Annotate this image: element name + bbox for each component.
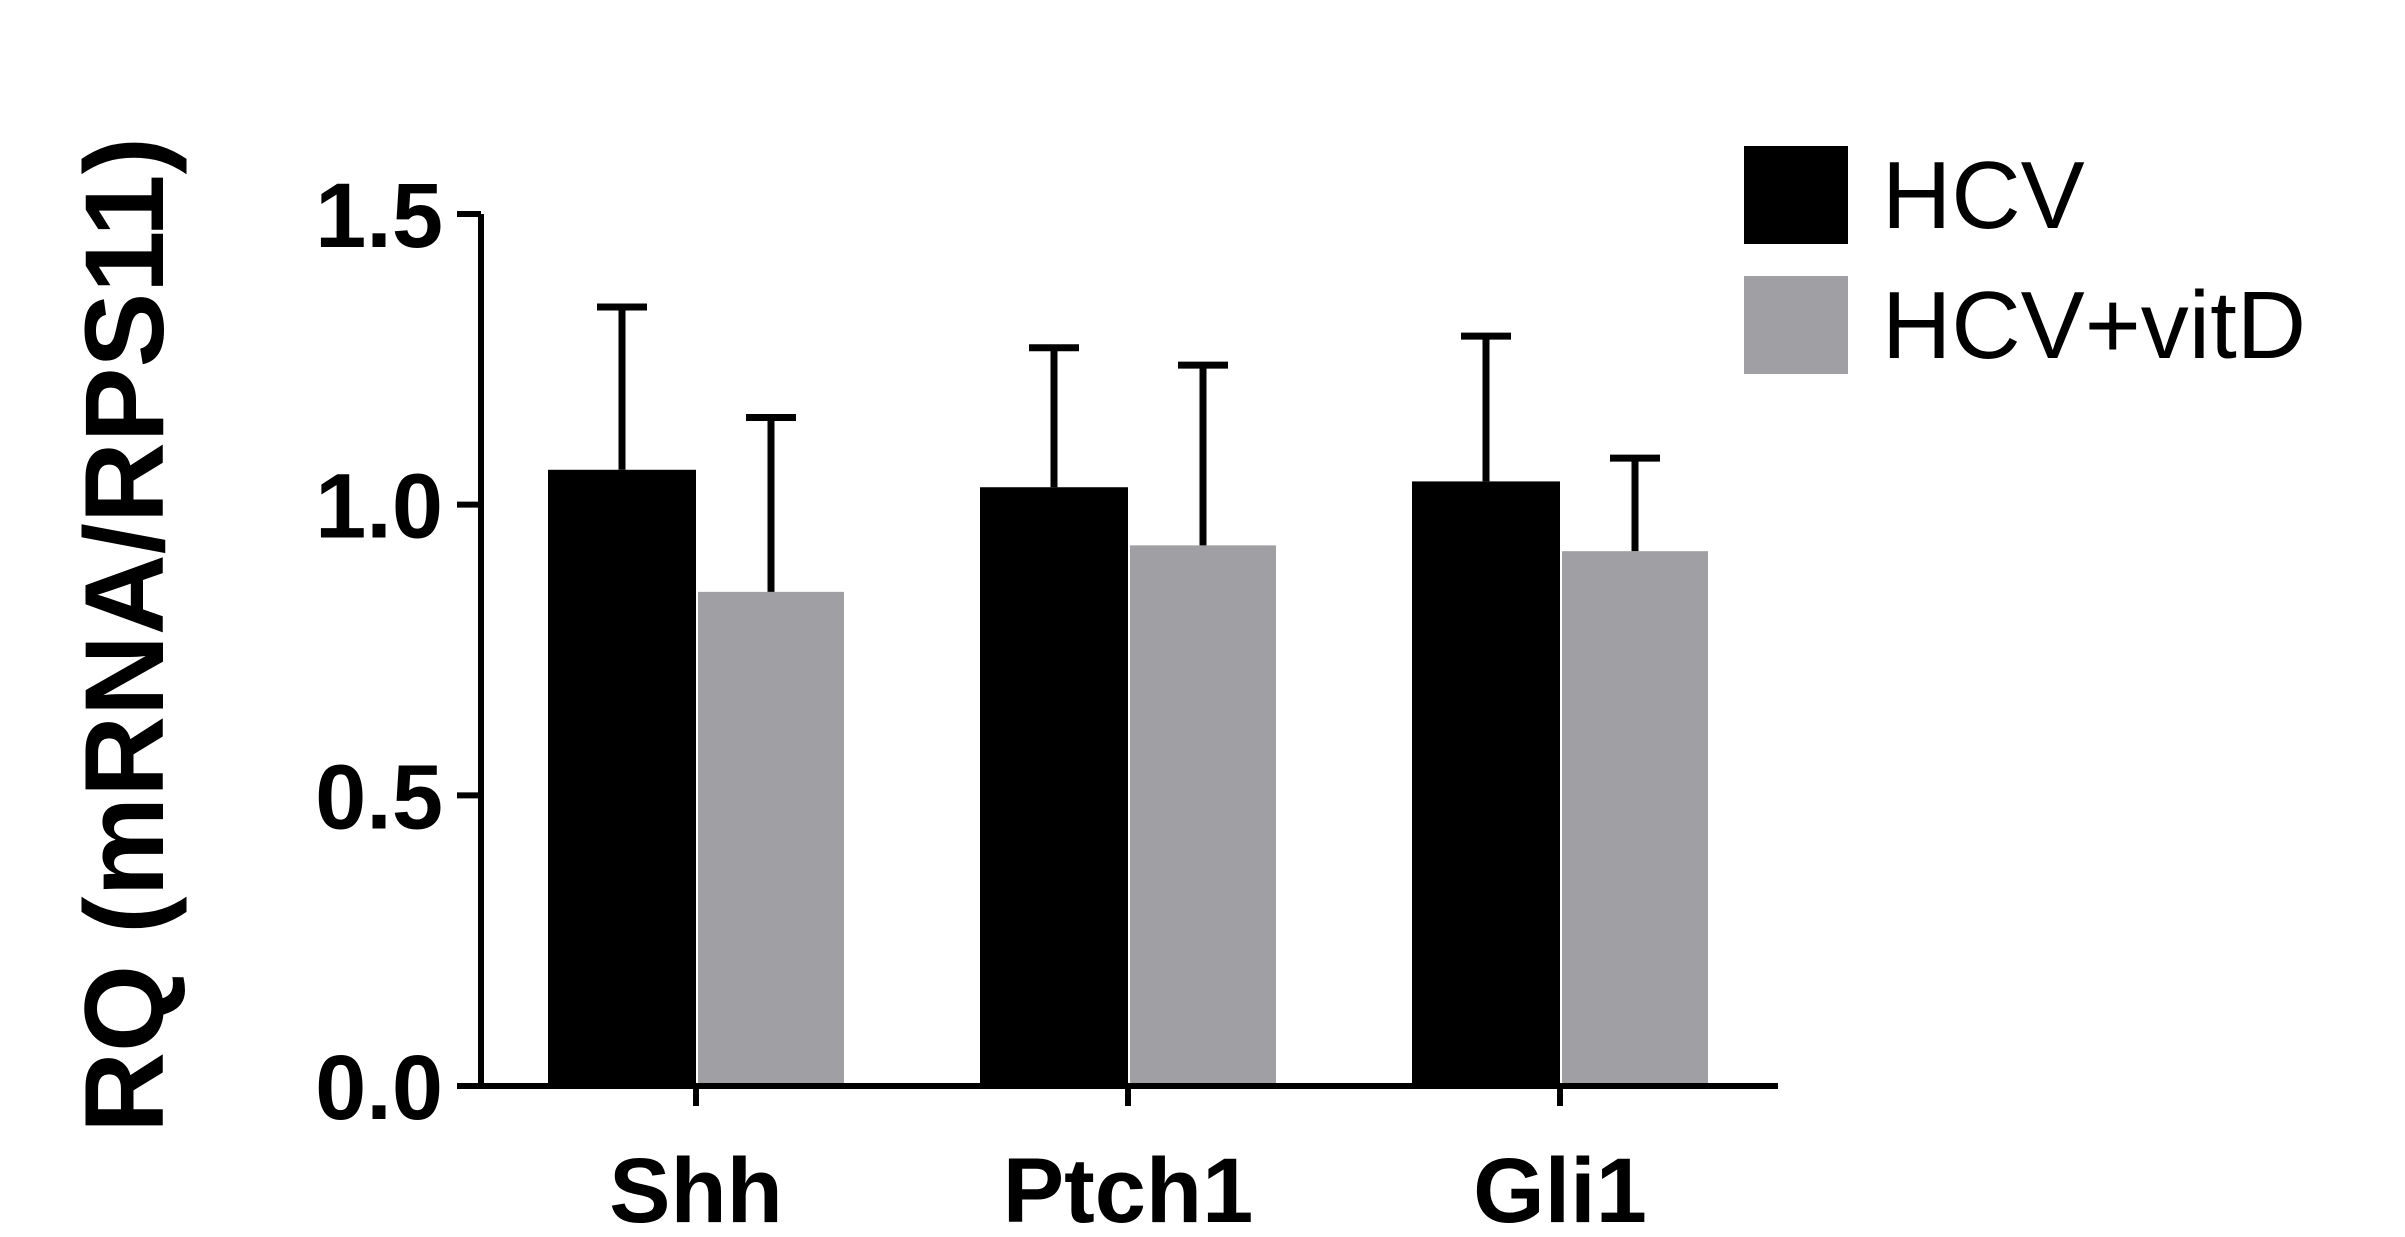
- x-tick-label: Gli1: [1473, 1140, 1647, 1237]
- axes-layer: Shh Ptch1 Gli1 0.0 0.5 1.0 1.5: [315, 165, 1778, 1237]
- error-bars-layer: [597, 303, 1660, 592]
- bar-shh-hcv-vitd: [698, 591, 844, 1086]
- y-axis-label: RQ (mRNA/RPS11): [62, 137, 187, 1133]
- bar-gli1-hcv: [1412, 481, 1560, 1086]
- legend-label-1: HCV+vitD: [1882, 272, 2306, 379]
- legend-swatch-0: [1744, 146, 1848, 244]
- bars-layer: [548, 469, 1708, 1087]
- legend: HCV HCV+vitD: [1744, 142, 2306, 379]
- bar-ptch1-hcv: [980, 487, 1128, 1086]
- y-tick-label: 0.0: [315, 1037, 443, 1139]
- legend-swatch-1: [1744, 276, 1848, 374]
- y-tick-label: 0.5: [315, 746, 443, 848]
- legend-label-0: HCV: [1882, 142, 2085, 249]
- x-tick-label: Ptch1: [1003, 1140, 1254, 1237]
- x-tick-label: Shh: [609, 1140, 783, 1237]
- bar-gli1-hcv-vitd: [1562, 551, 1708, 1086]
- bar-shh-hcv: [548, 469, 696, 1087]
- y-tick-label: 1.0: [315, 456, 443, 558]
- y-tick-label: 1.5: [315, 165, 443, 267]
- bar-ptch1-hcv-vitd: [1130, 545, 1276, 1086]
